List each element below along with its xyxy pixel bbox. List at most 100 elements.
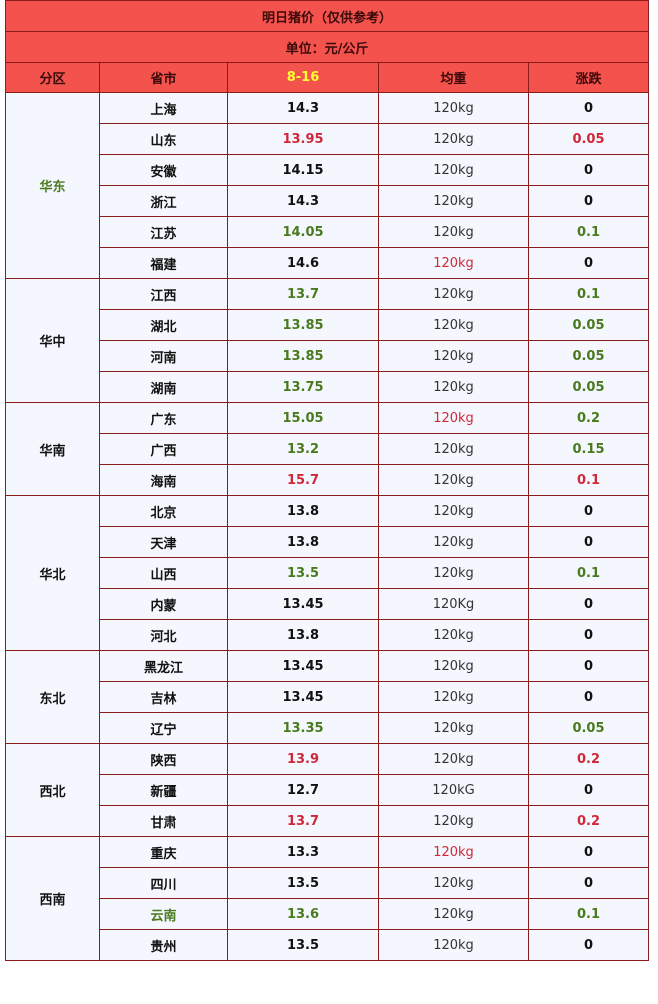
change-cell: 0.05 [528,309,649,341]
weight-cell: 120kg [378,371,529,403]
price-cell: 14.15 [227,154,379,186]
table-row: 贵州 13.5 120kg 0 [6,929,649,961]
province-cell: 江西 [99,278,228,310]
weight-cell: 120kg [378,898,529,930]
weight-cell: 120kg [378,464,529,496]
change-cell: 0.1 [528,216,649,248]
province-cell: 四川 [99,867,228,899]
weight-cell: 120kg [378,185,529,217]
change-cell: 0 [528,867,649,899]
province-cell: 江苏 [99,216,228,248]
change-cell: 0 [528,588,649,620]
weight-cell: 120kg [378,619,529,651]
table-row: 内蒙 13.45 120Kg 0 [6,588,649,620]
change-cell: 0 [528,154,649,186]
change-cell: 0 [528,92,649,124]
header-date: 8-16 [227,62,379,93]
table-row: 西南 重庆 13.3 120kg 0 [5,836,649,961]
table-row: 湖北 13.85 120kg 0.05 [6,309,649,341]
price-cell: 13.5 [227,929,379,961]
header-change: 涨跌 [528,62,649,93]
province-cell: 山东 [99,123,228,155]
header-region: 分区 [5,62,100,93]
change-cell: 0 [528,247,649,279]
price-cell: 14.3 [227,92,379,124]
table-row: 河南 13.85 120kg 0.05 [6,340,649,372]
region-cell: 西北 [5,743,100,837]
change-cell: 0 [528,495,649,527]
price-cell: 13.6 [227,898,379,930]
weight-cell: 120kg [378,929,529,961]
price-cell: 15.05 [227,402,379,434]
column-header-row: 分区 省市 8-16 均重 涨跌 [5,62,649,93]
price-cell: 13.7 [227,805,379,837]
province-cell: 内蒙 [99,588,228,620]
weight-cell: 120kg [378,216,529,248]
province-cell: 上海 [99,92,228,124]
table-row: 天津 13.8 120kg 0 [6,526,649,558]
table-row: 华北 北京 13.8 120kg 0 [5,495,649,651]
table-row: 甘肃 13.7 120kg 0.2 [6,805,649,837]
change-cell: 0.1 [528,278,649,310]
table-row: 海南 15.7 120kg 0.1 [6,464,649,496]
weight-cell: 120kg [378,526,529,558]
weight-cell: 120kg [378,433,529,465]
region-cell: 华北 [5,495,100,651]
weight-cell: 120kg [378,340,529,372]
unit-label: 单位：元/公斤 [5,31,649,63]
province-cell: 辽宁 [99,712,228,744]
price-cell: 14.6 [227,247,379,279]
province-cell: 天津 [99,526,228,558]
price-cell: 13.35 [227,712,379,744]
province-cell: 广东 [99,402,228,434]
price-cell: 13.45 [227,650,379,682]
region-cell: 华中 [5,278,100,403]
table-row: 华东 上海 14.3 120kg 0 [5,92,649,279]
province-cell: 新疆 [99,774,228,806]
province-cell: 山西 [99,557,228,589]
table-row: 四川 13.5 120kg 0 [6,867,649,899]
weight-cell: 120kg [378,247,529,279]
change-cell: 0 [528,526,649,558]
price-cell: 13.7 [227,278,379,310]
header-province: 省市 [99,62,228,93]
weight-cell: 120kg [378,92,529,124]
change-cell: 0 [528,681,649,713]
weight-cell: 120Kg [378,588,529,620]
province-cell: 陕西 [99,743,228,775]
price-cell: 13.45 [227,588,379,620]
price-cell: 13.85 [227,309,379,341]
price-cell: 13.3 [227,836,379,868]
province-cell: 吉林 [99,681,228,713]
province-cell: 海南 [99,464,228,496]
price-cell: 14.3 [227,185,379,217]
weight-cell: 120kg [378,743,529,775]
province-cell: 福建 [99,247,228,279]
table-row: 吉林 13.45 120kg 0 [6,681,649,713]
province-cell: 北京 [99,495,228,527]
table-row: 安徽 14.15 120kg 0 [6,154,649,186]
price-cell: 15.7 [227,464,379,496]
weight-cell: 120kg [378,495,529,527]
change-cell: 0.1 [528,464,649,496]
table-row: 东北 黑龙江 13.45 120kg 0 [5,650,649,744]
weight-cell: 120kg [378,712,529,744]
change-cell: 0 [528,836,649,868]
province-cell: 云南 [99,898,228,930]
unit-row: 单位：元/公斤 [5,31,649,63]
province-cell: 河南 [99,340,228,372]
weight-cell: 120kg [378,836,529,868]
price-cell: 13.8 [227,619,379,651]
price-cell: 13.5 [227,557,379,589]
price-cell: 13.8 [227,526,379,558]
table-row: 广西 13.2 120kg 0.15 [6,433,649,465]
table-row: 湖南 13.75 120kg 0.05 [6,371,649,403]
province-cell: 湖北 [99,309,228,341]
table-row: 华中 江西 13.7 120kg 0.1 [5,278,649,403]
table-row: 辽宁 13.35 120kg 0.05 [6,712,649,744]
price-cell: 13.95 [227,123,379,155]
header-weight: 均重 [378,62,529,93]
price-cell: 13.2 [227,433,379,465]
table-row: 福建 14.6 120kg 0 [6,247,649,279]
table-title: 明日猪价（仅供参考） [5,0,649,32]
